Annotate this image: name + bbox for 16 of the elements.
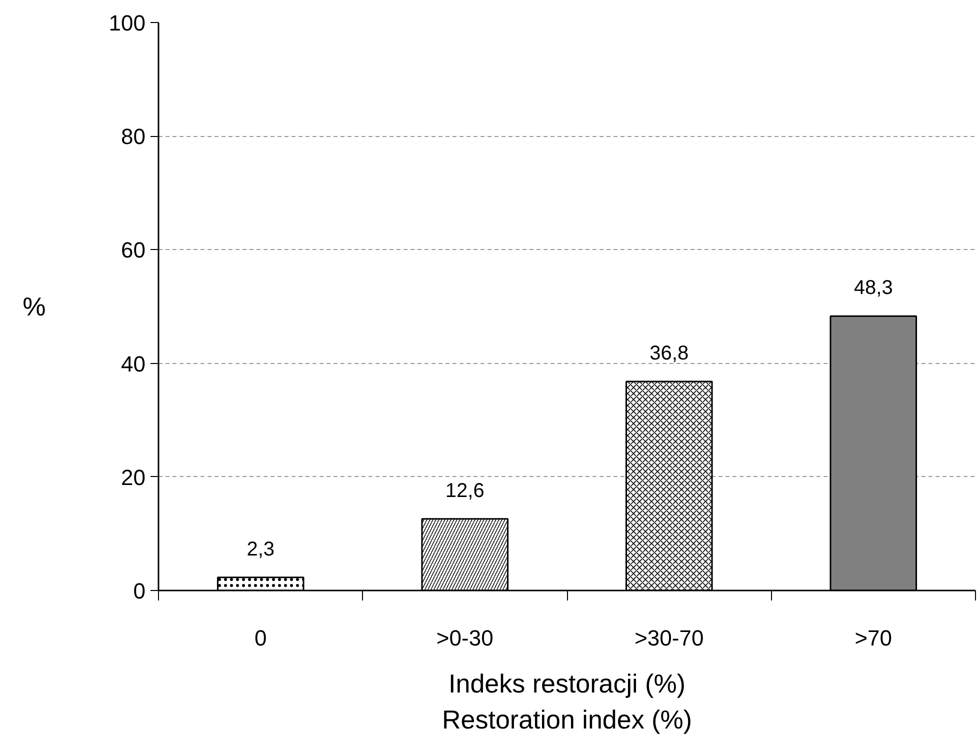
y-tick-label: 80 (121, 124, 146, 150)
y-axis-title: % (22, 292, 46, 322)
x-tick-label: >30-70 (634, 626, 704, 650)
x-tick-label: 0 (254, 626, 267, 650)
y-tick-label: 20 (121, 464, 146, 490)
x-axis-title: Indeks restoracji (%) Restoration index (%) (442, 668, 692, 734)
data-label: 12,6 (445, 480, 484, 502)
data-label: 36,8 (650, 342, 689, 364)
x-tick-label: >70 (854, 626, 892, 650)
y-tick-label: 60 (121, 238, 146, 263)
y-tick-label: 0 (133, 578, 146, 604)
data-label: 2,3 (246, 538, 275, 560)
x-tick-label: >0-30 (436, 626, 494, 650)
data-label: 48,3 (854, 277, 893, 300)
y-tick-label: 40 (121, 351, 146, 376)
y-tick-label: 100 (108, 10, 146, 36)
